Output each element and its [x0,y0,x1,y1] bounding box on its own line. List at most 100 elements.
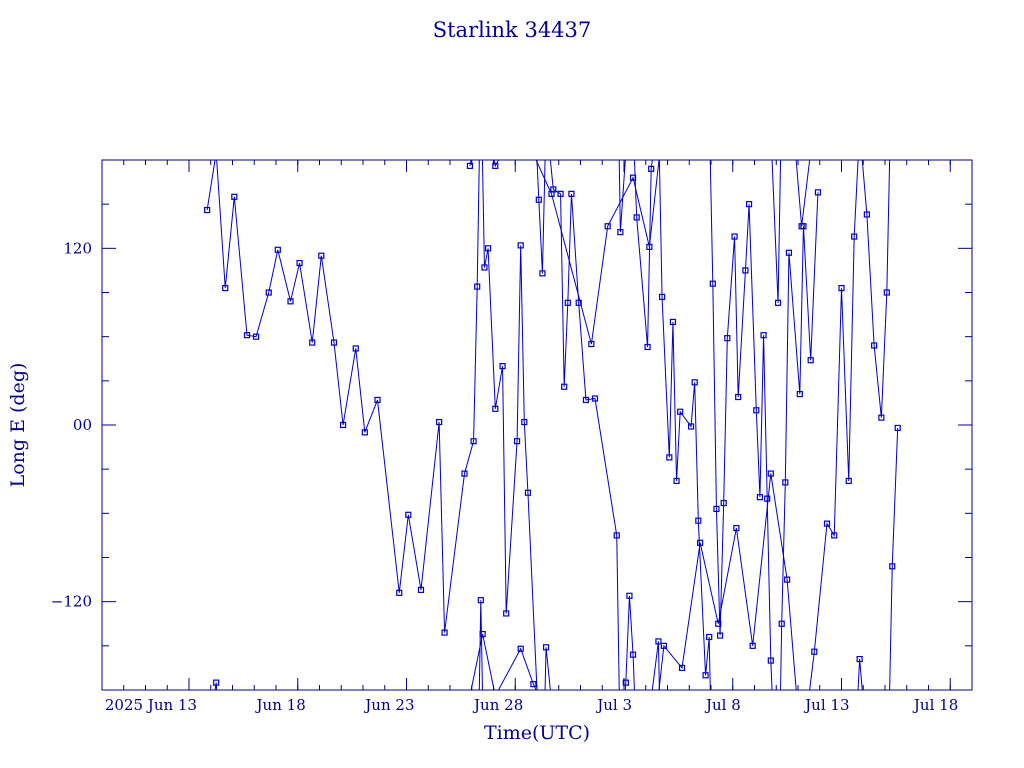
data-point [441,629,448,636]
data-point [823,520,831,527]
data-point [629,174,637,181]
x-axis: 2025 Jun 13 Jun 18 Jun 23 Jun 28 Jul 3 Jul 8 J… [105,160,958,714]
data-point [756,494,764,501]
data-point [470,438,477,445]
data-point [361,429,368,436]
x-tick-label: Jul 13 [803,696,849,714]
data-point [564,299,571,306]
data-point [629,651,637,658]
data-point [484,245,492,252]
data-point [622,679,629,686]
data-point [669,318,677,326]
data-point [856,655,863,663]
data-point [222,284,229,292]
data-point [287,298,294,305]
data-point [524,489,532,496]
data-point [678,664,686,672]
y-tick-label: 00 [73,416,92,434]
data-point [539,270,546,277]
data-point [655,638,662,645]
data-point [709,280,716,287]
data-point [706,633,713,641]
data-point [613,532,620,539]
data-point [785,249,793,256]
series-line [469,160,899,690]
chart-title: Starlink 34437 [433,18,592,42]
data-point [831,532,838,539]
y-tick-label: −120 [51,593,92,611]
data-point [396,589,403,596]
data-point [767,657,774,664]
x-tick-label: Jun 23 [363,696,414,714]
data-point [871,342,878,349]
data-point [838,284,845,292]
data-point [492,405,499,412]
data-point [474,283,481,290]
data-point [845,477,852,485]
y-axis: 120 00 −120 [51,203,972,647]
data-point [477,597,484,604]
data-point [481,264,488,271]
data-point [535,196,542,203]
data-point [695,517,702,524]
data-point [557,190,564,197]
data-point [492,162,499,169]
data-point [561,383,568,390]
data-point [330,339,338,346]
data-point [666,454,673,461]
x-tick-label: Jul 18 [912,696,958,714]
data-point [713,505,720,513]
data-point [715,620,722,627]
plot-frame [101,159,973,691]
data-point [767,470,774,477]
x-tick-label: Jul 8 [704,696,741,714]
data-point [252,333,260,340]
x-tick-label: Jul 3 [595,696,632,714]
data-point [374,396,381,404]
data-point [883,289,890,296]
data-point [405,511,412,518]
data-point [784,576,791,583]
data-point [724,335,731,342]
data-point [720,499,727,507]
data-point [617,229,624,236]
x-tick-label: Jun 18 [255,696,306,714]
data-point [265,289,272,296]
data-point [778,620,785,627]
data-point [633,214,640,221]
data-point [309,339,316,346]
data-point [213,679,220,686]
data-point [851,233,858,240]
data-point [436,418,443,426]
data-point [646,243,653,250]
data-point [702,672,709,679]
data-point [749,642,756,649]
data-point [878,414,885,421]
data-point [745,201,753,208]
data-point [542,644,550,651]
data-point [811,648,818,655]
data-point [894,424,901,432]
data-point [231,193,238,200]
data-point [318,252,325,259]
data-point [774,299,782,306]
series-line [206,160,819,690]
data-point [503,610,510,617]
x-tick-label: 2025 Jun 13 [105,696,197,714]
data-point [863,211,870,218]
data-point [735,393,742,401]
data-point [753,407,760,414]
data-point [575,299,582,306]
y-tick-label: 120 [63,239,92,257]
x-tick-label: Jun 28 [472,696,523,714]
data-point [513,438,521,445]
data-point [691,379,698,386]
data-point [796,390,803,398]
data-point [479,630,486,638]
data-point [660,642,667,649]
data-point [697,539,704,546]
data-point [798,223,805,230]
data-point [588,340,595,348]
data-point [782,479,789,486]
data-point [889,563,896,570]
